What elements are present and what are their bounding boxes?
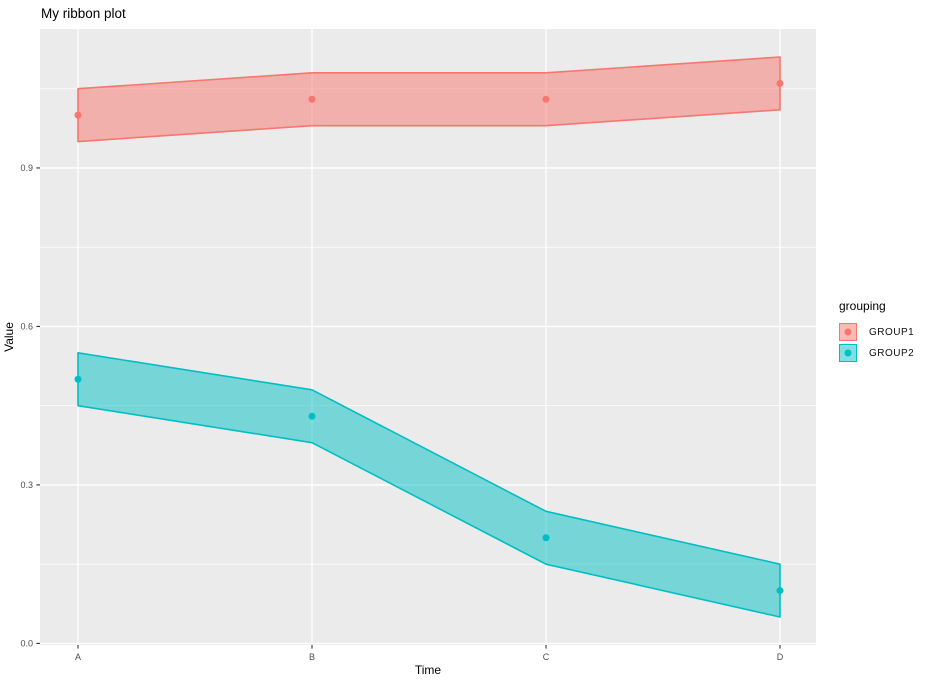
legend-entries: GROUP1 GROUP2 — [839, 323, 914, 362]
legend-title: grouping — [839, 299, 886, 313]
y-axis-title: Value — [2, 322, 16, 352]
x-tick-label: D — [777, 652, 784, 662]
legend-key-group2 — [839, 344, 857, 362]
legend-key-dot-group1 — [844, 328, 852, 336]
x-tick-label: A — [75, 652, 81, 662]
point-group1-B — [308, 95, 316, 103]
legend-label-group2: GROUP2 — [869, 347, 915, 359]
point-group1-D — [776, 79, 784, 87]
legend-entry-group1: GROUP1 — [839, 323, 914, 341]
point-group2-B — [308, 412, 316, 420]
legend-entry-group2: GROUP2 — [839, 344, 914, 362]
point-group1-C — [542, 95, 550, 103]
y-tick-label: 0.0 — [20, 639, 33, 649]
legend-key-dot-group2 — [844, 349, 852, 357]
y-tick-label: 0.6 — [20, 322, 33, 332]
point-group1-A — [74, 111, 82, 119]
point-group2-C — [542, 534, 550, 542]
point-group2-D — [776, 587, 784, 595]
point-group2-A — [74, 375, 82, 383]
x-axis-title: Time — [414, 663, 442, 677]
x-tick-label: C — [543, 652, 550, 662]
ribbon-group2 — [77, 352, 781, 618]
ribbon-group1 — [77, 56, 781, 143]
legend-label-group1: GROUP1 — [869, 326, 915, 338]
y-tick-label: 0.3 — [20, 480, 33, 490]
legend-key-group1 — [839, 323, 857, 341]
x-tick-label: B — [309, 652, 315, 662]
plot-title: My ribbon plot — [41, 6, 126, 21]
y-tick-label: 0.9 — [20, 163, 33, 173]
legend: grouping GROUP1 GROUP2 — [839, 299, 914, 365]
